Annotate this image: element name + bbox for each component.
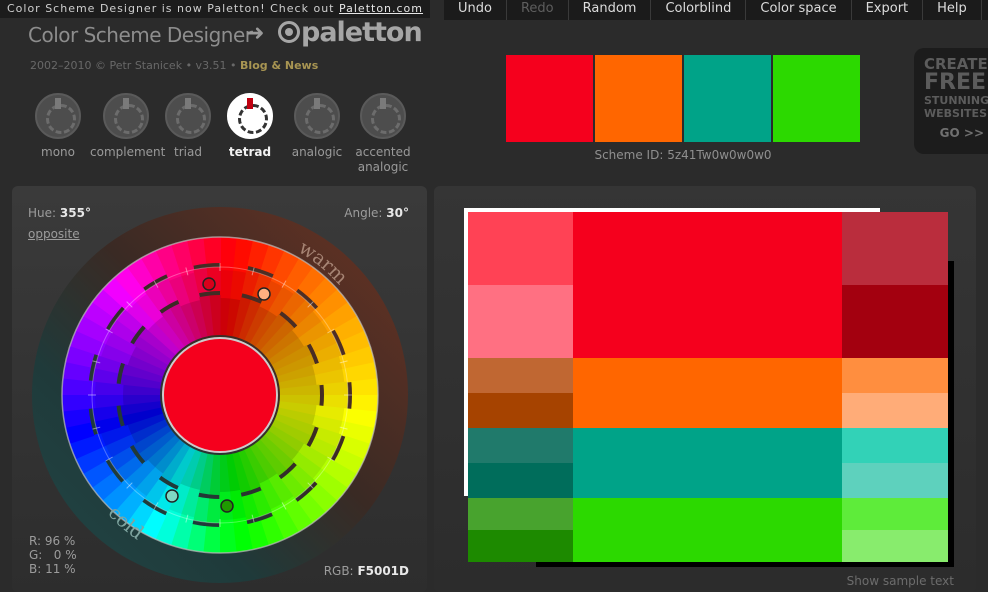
menu-random[interactable]: Random <box>569 0 652 20</box>
palette-cell[interactable] <box>468 463 573 498</box>
scheme-swatch-2[interactable] <box>595 55 682 142</box>
palette-grid <box>468 212 948 562</box>
palette-cell[interactable] <box>842 498 948 530</box>
mode-label: accented analogic <box>355 145 411 174</box>
paletton-logo-text: paletton <box>301 17 423 48</box>
opposite-link[interactable]: opposite <box>28 227 80 241</box>
mode-label: complement <box>90 145 166 159</box>
menu-colorblind[interactable]: Colorblind <box>651 0 747 20</box>
ad-line-2: FREE <box>924 70 987 95</box>
tetrad-handle[interactable] <box>220 499 234 513</box>
csd-logo: Color Scheme Designer <box>28 23 253 47</box>
rgb-label: RGB: <box>323 564 354 578</box>
palette-cell[interactable] <box>842 530 948 562</box>
mode-icon <box>165 93 211 139</box>
mode-icon <box>227 93 273 139</box>
palette-main-cell[interactable] <box>573 212 842 358</box>
rgb-hex-readout: RGB: F5001D <box>324 564 409 578</box>
angle-label: Angle: <box>344 206 383 220</box>
scheme-id: Scheme ID: 5z41Tw0w0w0w0 <box>506 148 860 162</box>
angle-value: 30° <box>386 206 409 220</box>
blog-news-link[interactable]: Blog & News <box>240 59 319 72</box>
mode-label: analogic <box>291 145 343 159</box>
menu-bar: Undo Redo Random Colorblind Color space Expor… <box>444 0 988 20</box>
palette-main-cell[interactable] <box>573 498 842 562</box>
ad-go-link[interactable]: GO >> <box>939 126 984 140</box>
scheme-swatch-4[interactable] <box>773 55 860 142</box>
scheme-swatch-1[interactable] <box>506 55 593 142</box>
mode-icon <box>294 93 340 139</box>
arrow-icon: ➜ <box>246 21 265 46</box>
palette-cell[interactable] <box>468 498 573 530</box>
scheme-swatches <box>506 55 860 142</box>
mode-icon <box>103 93 149 139</box>
palette-cell[interactable] <box>468 393 573 428</box>
scheme-mode-selector: mono complement triad tetrad analogic accente… <box>30 93 420 179</box>
mode-tetrad[interactable]: tetrad <box>222 93 278 160</box>
wheel-border <box>61 236 379 554</box>
paletton-notice: Color Scheme Designer is now Paletton! C… <box>0 0 430 18</box>
mode-accented-analogic[interactable]: accented analogic <box>346 93 420 175</box>
mode-label: tetrad <box>228 145 272 159</box>
mode-analogic[interactable]: analogic <box>284 93 350 160</box>
palette-cell[interactable] <box>468 212 573 285</box>
paletton-logo[interactable]: paletton <box>278 17 423 48</box>
hue-readout: Hue: 355° <box>28 206 91 220</box>
palette-cell[interactable] <box>842 463 948 498</box>
scheme-id-value: 5z41Tw0w0w0w0 <box>667 148 772 162</box>
rgb-hex-value: F5001D <box>357 564 409 578</box>
wheel-ticks <box>88 263 352 527</box>
palette-cell[interactable] <box>842 358 948 393</box>
hue-label: Hue: <box>28 206 57 220</box>
hue-sectors[interactable] <box>62 237 378 553</box>
palette-cell[interactable] <box>842 393 948 428</box>
palette-preview-panel: Show sample text <box>434 186 976 592</box>
mode-label: mono <box>41 145 75 159</box>
scheme-swatch-3[interactable] <box>684 55 771 142</box>
palette-cell[interactable] <box>468 358 573 393</box>
copyright: 2002–2010 © Petr Stanicek • v3.51 • Blog… <box>30 59 318 72</box>
palette-cell[interactable] <box>468 285 573 358</box>
palette-cell[interactable] <box>842 285 948 358</box>
menu-color-space[interactable]: Color space <box>746 0 852 20</box>
copyright-text: 2002–2010 © Petr Stanicek • v3.51 • <box>30 59 241 72</box>
color-wheel-panel: Hue: 355° Angle: 30° opposite <box>12 186 427 592</box>
mode-mono[interactable]: mono <box>30 93 86 160</box>
mode-label: triad <box>174 145 202 159</box>
scheme-id-label: Scheme ID: <box>594 148 664 162</box>
primary-hue-handle[interactable] <box>202 277 216 291</box>
mode-icon <box>360 93 406 139</box>
show-sample-text-link[interactable]: Show sample text <box>846 574 954 588</box>
hue-value: 355° <box>59 206 91 220</box>
mode-triad[interactable]: triad <box>156 93 220 160</box>
palette-main-cell[interactable] <box>573 358 842 428</box>
palette-cell[interactable] <box>842 428 948 463</box>
wheel-inner-guide <box>91 266 349 524</box>
color-wheel[interactable]: warm cold <box>31 206 409 584</box>
ad-line-1: CREATE <box>924 55 988 73</box>
palette-cell[interactable] <box>468 530 573 562</box>
mode-icon <box>35 93 81 139</box>
palette-main-cell[interactable] <box>573 428 842 498</box>
paletton-logo-icon <box>278 21 300 43</box>
menu-redo: Redo <box>507 0 569 20</box>
ad-line-3: STUNNING <box>924 94 988 107</box>
palette-cell[interactable] <box>842 212 948 285</box>
notice-text: Color Scheme Designer is now Paletton! C… <box>6 2 339 15</box>
ad-banner[interactable]: CREATE FREE STUNNING WEBSITES GO >> <box>914 48 988 154</box>
mode-complement[interactable]: complement <box>90 93 166 160</box>
paletton-link[interactable]: Paletton.com <box>338 2 424 15</box>
menu-undo[interactable]: Undo <box>444 0 507 20</box>
secondary-hue-handle[interactable] <box>257 287 271 301</box>
wheel-center-color <box>162 337 278 453</box>
palette-cell[interactable] <box>468 428 573 463</box>
menu-export[interactable]: Export <box>852 0 924 20</box>
rgb-percentages: R: 96 % G: 0 % B: 11 % <box>29 534 77 576</box>
complement-handle[interactable] <box>165 489 179 503</box>
angle-readout: Angle: 30° <box>344 206 409 220</box>
menu-help[interactable]: Help <box>923 0 982 20</box>
ad-line-4: WEBSITES <box>924 107 987 120</box>
